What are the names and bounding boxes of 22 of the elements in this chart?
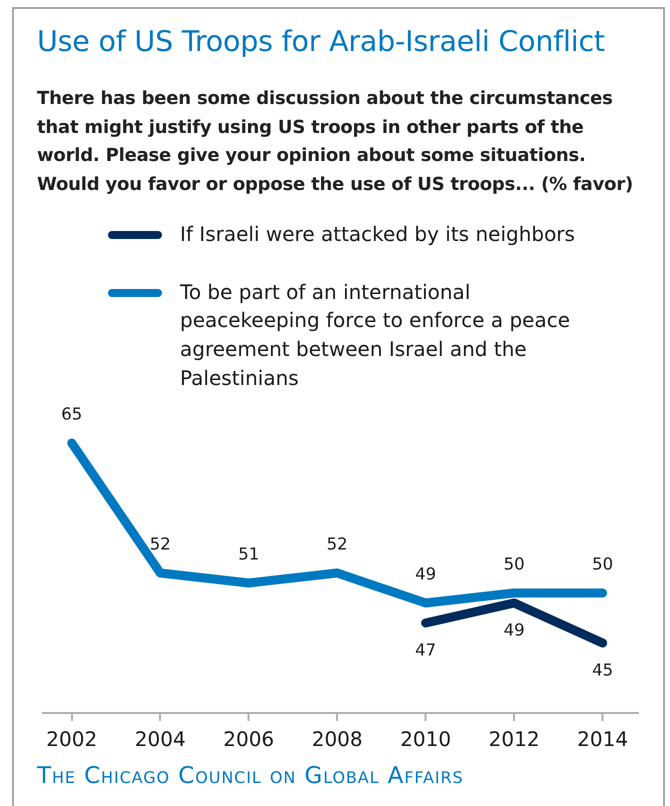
- text: The Chicago Council on Global Affairs: [37, 763, 464, 789]
- x-tick-label: 2014: [577, 727, 628, 752]
- data-label: 52: [326, 534, 348, 554]
- data-label: 49: [415, 564, 436, 584]
- x-tick-label: 2006: [223, 727, 274, 752]
- x-tick-label: 2010: [400, 727, 452, 752]
- data-label: 65: [61, 404, 82, 424]
- data-label: 45: [592, 660, 614, 680]
- data-label: 52: [150, 534, 171, 554]
- x-tick-label: 2002: [46, 727, 98, 752]
- data-label: 50: [592, 554, 614, 574]
- data-label: 51: [238, 544, 260, 564]
- x-tick-label: 2012: [488, 727, 540, 752]
- data-label: 49: [504, 620, 525, 640]
- legend-label: If Israeli were attacked by its neighbors: [180, 221, 576, 248]
- x-tick-label: 2008: [312, 727, 363, 752]
- data-label: 47: [415, 640, 436, 660]
- chart-title: Use of US Troops for Arab-Israeli Conflict: [37, 25, 605, 58]
- chart-subtitle: There has been some discussion about the circumstances that might justify using US troops in other parts of the world. Please give your opinion about some situations. Would you favor or oppose the use of US troops... (% favor): [37, 87, 634, 198]
- legend-label: To be part of an international peacekeeping force to enforce a peace agreement between Israel and the Palestinians: [180, 278, 572, 392]
- x-tick-label: 2004: [134, 727, 186, 752]
- data-label: 50: [504, 554, 525, 574]
